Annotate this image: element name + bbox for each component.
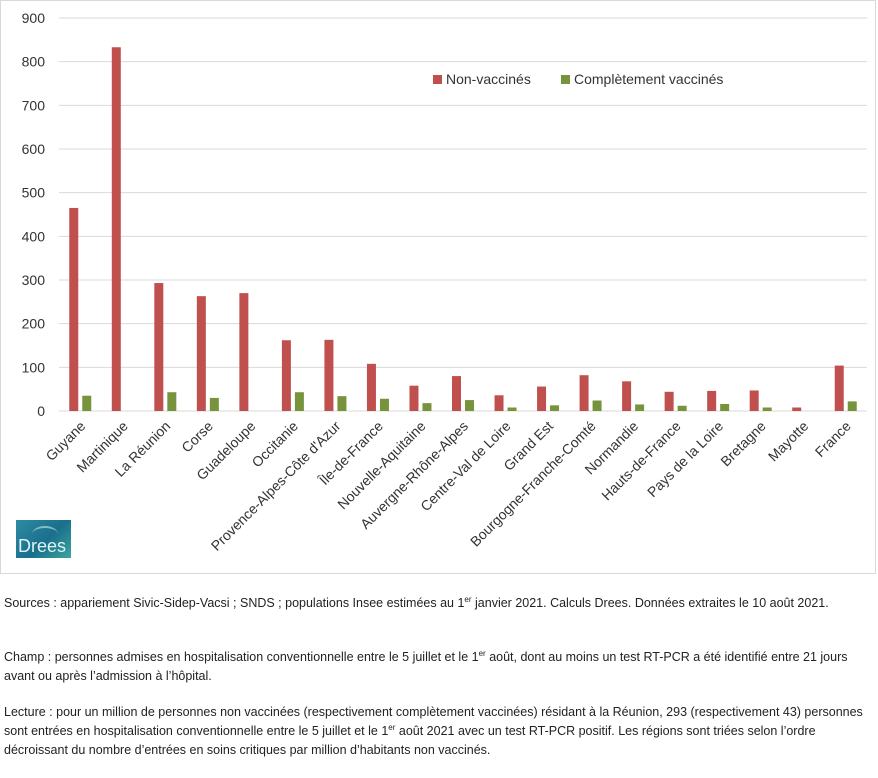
bars <box>69 47 857 412</box>
x-tick-label: Bretagne <box>717 418 769 470</box>
bar-non-vaccines-18 <box>834 365 844 411</box>
bar-vaccines-13 <box>635 404 645 411</box>
bar-vaccines-18 <box>847 401 857 411</box>
y-tick-label: 900 <box>22 10 46 26</box>
y-tick-label: 400 <box>22 228 46 244</box>
bar-chart: 0 100 200 300 400 500 600 700 800 900 GuyaneMarti… <box>22 10 867 554</box>
lecture-text: Lecture : pour un million de personnes n… <box>4 705 863 738</box>
y-tick-label: 800 <box>22 54 46 70</box>
bar-non-vaccines-15 <box>707 390 717 411</box>
bar-non-vaccines-16 <box>749 390 759 411</box>
bar-non-vaccines-6 <box>324 339 334 411</box>
legend-label-1: Complètement vaccinés <box>574 71 723 87</box>
bar-non-vaccines-8 <box>409 385 419 411</box>
champ-text-end: août, dont au moins un test RT-PCR a été… <box>4 650 848 683</box>
x-tick-label: France <box>812 418 854 460</box>
bar-non-vaccines-4 <box>239 293 249 411</box>
champ-note: Champ : personnes admises en hospitalisa… <box>4 648 872 686</box>
bar-non-vaccines-0 <box>69 207 79 411</box>
legend: Non-vaccinés Complètement vaccinés <box>433 71 723 87</box>
y-tick-label: 0 <box>37 403 45 419</box>
x-tick-label: Pays de la Loire <box>644 418 726 500</box>
lecture-text-end: août 2021 avec un test RT-PCR positif. L… <box>4 724 816 757</box>
bar-vaccines-11 <box>550 405 560 411</box>
bar-vaccines-6 <box>337 396 347 411</box>
sources-text: Sources : appariement Sivic-Sidep-Vacsi … <box>4 596 465 610</box>
y-tick-label: 700 <box>22 97 46 113</box>
bar-non-vaccines-13 <box>622 381 632 411</box>
chart-frame: 0 100 200 300 400 500 600 700 800 900 Guyane Marti… <box>0 0 876 574</box>
bar-non-vaccines-10 <box>494 395 504 411</box>
bar-vaccines-8 <box>422 403 432 411</box>
x-tick-label: Mayotte <box>765 418 812 465</box>
legend-swatch-0 <box>433 75 442 84</box>
bar-non-vaccines-12 <box>579 375 589 411</box>
bar-non-vaccines-17 <box>792 407 802 411</box>
champ-sup: er <box>478 648 486 658</box>
bar-vaccines-9 <box>465 400 474 411</box>
bar-vaccines-3 <box>209 397 219 411</box>
x-tick-label: Corse <box>178 418 216 456</box>
bar-vaccines-0 <box>82 395 92 411</box>
y-axis-ticks: 0 100 200 300 400 500 600 700 800 900 <box>22 10 46 419</box>
bar-non-vaccines-9 <box>452 376 461 411</box>
bar-non-vaccines-7 <box>366 363 376 411</box>
legend-swatch-1 <box>561 75 570 84</box>
bar-vaccines-5 <box>294 392 304 411</box>
sources-note: Sources : appariement Sivic-Sidep-Vacsi … <box>4 594 872 613</box>
y-tick-label: 600 <box>22 141 46 157</box>
drees-logo: Drees <box>16 520 71 558</box>
bar-non-vaccines-2 <box>154 283 164 411</box>
y-tick-label: 200 <box>22 316 46 332</box>
gridlines <box>59 17 867 412</box>
logo-swirl-icon <box>32 526 58 542</box>
y-tick-label: 300 <box>22 272 46 288</box>
bar-non-vaccines-1 <box>111 47 121 412</box>
bar-vaccines-15 <box>720 404 730 411</box>
bar-non-vaccines-14 <box>664 391 674 411</box>
bar-vaccines-16 <box>762 407 772 411</box>
sources-sup: er <box>464 594 472 604</box>
logo-text: Drees <box>18 536 67 556</box>
bar-non-vaccines-11 <box>537 386 547 411</box>
bar-vaccines-10 <box>507 407 517 411</box>
champ-text: Champ : personnes admises en hospitalisa… <box>4 650 479 664</box>
bar-vaccines-14 <box>677 405 687 411</box>
bar-vaccines-2 <box>167 392 177 411</box>
sources-text-end: janvier 2021. Calculs Drees. Données ext… <box>471 596 829 610</box>
y-tick-label: 500 <box>22 185 46 201</box>
legend-label-0: Non-vaccinés <box>446 71 531 87</box>
bar-vaccines-12 <box>592 400 602 411</box>
lecture-sup: er <box>388 722 396 732</box>
bar-non-vaccines-3 <box>196 296 206 411</box>
bar-non-vaccines-5 <box>281 340 291 411</box>
lecture-note: Lecture : pour un million de personnes n… <box>4 703 872 760</box>
bar-vaccines-7 <box>379 398 389 411</box>
y-tick-label: 100 <box>22 359 46 375</box>
